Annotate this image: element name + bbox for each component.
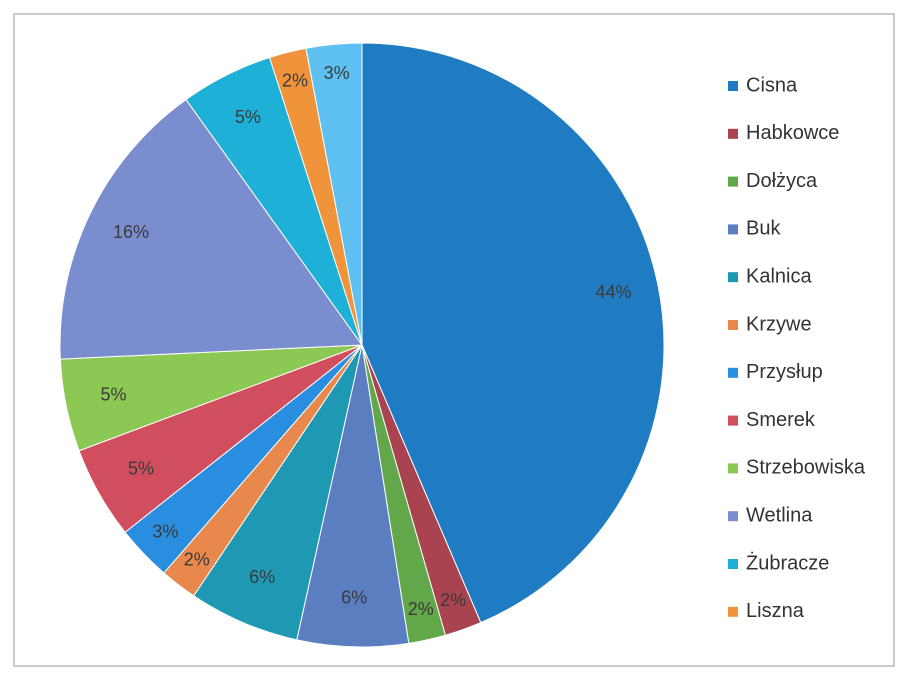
legend-swatch — [728, 128, 738, 139]
legend-swatch — [728, 320, 738, 330]
data-label: 6% — [341, 587, 367, 607]
data-label: 6% — [249, 567, 275, 587]
pie-slice — [59, 98, 363, 360]
legend-swatch — [728, 81, 738, 91]
legend-label: Kalnica — [746, 265, 812, 287]
data-label: 3% — [324, 63, 350, 83]
data-label: 5% — [100, 385, 126, 405]
legend-label: Buk — [746, 218, 781, 240]
pie: 44% 2% 2% 6% 6% 2% 3% 5% 5% 16% 5% 2% 3% — [59, 42, 665, 648]
legend-label: Krzywe — [746, 313, 812, 335]
legend: Cisna Habkowce Dołżyca Buk Kalnica Krzywe Przy… — [728, 74, 866, 622]
data-label: 5% — [128, 458, 154, 478]
legend-label: Cisna — [746, 74, 798, 96]
data-label: 2% — [408, 599, 434, 619]
pie-slice — [305, 42, 363, 346]
legend-swatch — [728, 272, 738, 283]
legend-swatch — [728, 367, 738, 378]
legend-label: Smerek — [746, 409, 816, 431]
legend-label: Habkowce — [746, 122, 839, 144]
legend-swatch — [728, 415, 738, 426]
legend-label: Przysłup — [746, 361, 823, 383]
legend-label: Liszna — [746, 600, 805, 622]
legend-swatch — [728, 606, 738, 617]
data-label: 2% — [184, 550, 210, 570]
data-label: 3% — [152, 521, 178, 541]
legend-swatch — [728, 559, 738, 569]
legend-label: Żubracze — [746, 551, 829, 574]
data-label: 2% — [282, 70, 308, 90]
data-label: 2% — [440, 590, 466, 610]
data-label: 5% — [235, 107, 261, 127]
data-label: 44% — [595, 282, 631, 302]
legend-swatch — [728, 224, 738, 235]
legend-label: Dołżyca — [746, 170, 818, 192]
pie-slice — [361, 42, 665, 624]
legend-swatch — [728, 463, 738, 474]
legend-swatch — [728, 176, 738, 187]
legend-label: Wetlina — [746, 504, 813, 526]
data-label: 16% — [113, 222, 149, 242]
legend-label: Strzebowiska — [746, 457, 866, 479]
legend-swatch — [728, 511, 738, 522]
